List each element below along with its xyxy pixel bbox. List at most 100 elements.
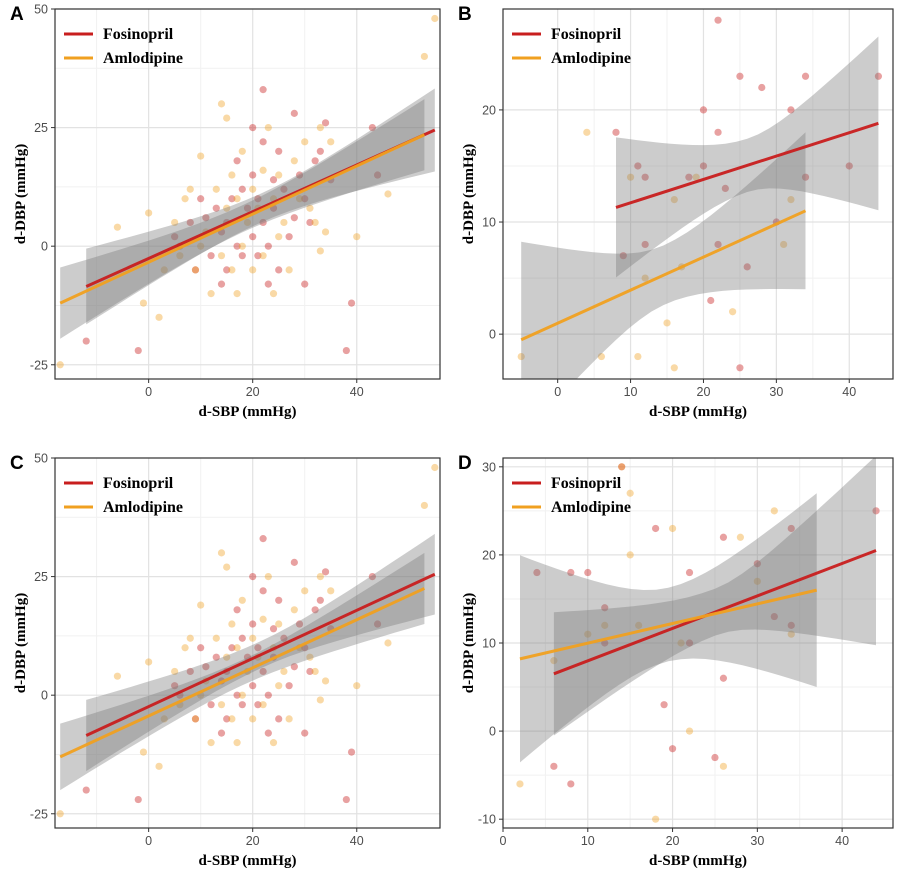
amlodipine-point: [597, 352, 606, 361]
amlodipine-point: [431, 463, 439, 472]
plot-layer: [56, 463, 439, 818]
panel-letter: C: [10, 453, 24, 474]
fosinopril-point: [685, 639, 694, 647]
amlodipine-point: [176, 252, 184, 260]
amlodipine-point: [191, 266, 200, 274]
fosinopril-point: [134, 346, 142, 355]
fosinopril-point: [321, 119, 330, 127]
y-tick-label: 0: [41, 240, 48, 254]
fosinopril-legend-label: Fosinopril: [103, 475, 174, 492]
panel-B: 0 10 20 30 40 0 10 20 d-SBP (mmHg) d-DBP (mmHg) B F…: [458, 4, 894, 420]
y-tick-label: 30: [482, 460, 496, 474]
amlodipine-point: [626, 551, 634, 559]
amlodipine-confidence-band: [521, 132, 806, 379]
amlodipine-point: [238, 242, 246, 250]
amlodipine-point: [618, 463, 626, 471]
amlodipine-point: [321, 228, 330, 236]
fosinopril-legend-label: Fosinopril: [551, 26, 622, 43]
fosinopril-confidence-band: [553, 458, 876, 736]
fosinopril-point: [550, 762, 558, 770]
amlodipine-point: [238, 596, 246, 604]
amlodipine-point: [56, 810, 64, 818]
amlodipine-point: [228, 266, 236, 274]
fosinopril-point: [259, 535, 267, 543]
fosinopril-point: [342, 346, 350, 355]
amlodipine-point: [306, 204, 314, 212]
amlodipine-point: [186, 634, 194, 642]
fosinopril-point: [207, 252, 215, 260]
fosinopril-point: [275, 715, 283, 723]
amlodipine-point: [269, 290, 278, 298]
fosinopril-point: [233, 242, 241, 250]
fosinopril-point: [238, 634, 246, 642]
fosinopril-point: [707, 296, 715, 305]
panel-C: 0 20 40 -25 0 25 50 d-SBP (mmHg) d-DBP (mmHg) C Fo…: [10, 452, 441, 869]
amlodipine-point: [233, 195, 241, 203]
fosinopril-point: [321, 568, 330, 576]
fosinopril-fit-line: [615, 121, 879, 209]
fosinopril-point: [685, 173, 693, 181]
amlodipine-point: [171, 667, 179, 676]
plot-layer: [56, 14, 439, 369]
amlodipine-point: [181, 195, 189, 203]
amlodipine-point: [155, 762, 163, 770]
y-axis-title: d-DBP (mmHg): [461, 593, 477, 693]
amlodipine-point: [264, 123, 272, 132]
fosinopril-point: [228, 644, 236, 652]
fosinopril-point: [212, 653, 220, 661]
fosinopril-point: [533, 568, 541, 577]
amlodipine-point: [584, 630, 592, 638]
fosinopril-point: [280, 185, 288, 193]
fosinopril-point: [186, 218, 194, 227]
fosinopril-point: [197, 195, 205, 203]
amlodipine-point: [306, 653, 314, 661]
fosinopril-point: [228, 195, 236, 203]
fosinopril-point: [668, 745, 677, 753]
amlodipine-point: [316, 123, 324, 132]
x-tick-label: 30: [750, 834, 764, 848]
fosinopril-point: [295, 171, 304, 179]
fosinopril-point: [743, 263, 751, 271]
amlodipine-fit-line: [520, 209, 807, 342]
amlodipine-point: [197, 242, 205, 250]
amlodipine-point: [191, 715, 200, 723]
fosinopril-point: [301, 195, 309, 203]
fosinopril-point: [770, 612, 778, 621]
amlodipine-point: [217, 701, 226, 709]
amlodipine-point: [663, 319, 671, 327]
amlodipine-point: [384, 190, 392, 198]
fosinopril-point: [874, 72, 883, 80]
y-tick-label: 50: [34, 3, 48, 17]
fosinopril-point: [264, 280, 272, 288]
amlodipine-point: [249, 266, 257, 274]
x-tick-label: 40: [350, 834, 364, 848]
fosinopril-point: [212, 204, 220, 212]
amlodipine-point: [301, 587, 309, 595]
fosinopril-legend-label: Fosinopril: [551, 475, 622, 492]
fosinopril-point: [295, 620, 304, 628]
y-tick-label: 20: [482, 103, 496, 117]
amlodipine-point: [327, 138, 335, 146]
fosinopril-point: [82, 337, 90, 345]
y-axis-title: d-DBP (mmHg): [13, 593, 29, 693]
amlodipine-point: [275, 682, 283, 690]
fosinopril-point: [269, 176, 278, 184]
fosinopril-point: [264, 691, 272, 699]
fosinopril-point: [223, 715, 231, 723]
fosinopril-point: [275, 596, 283, 604]
amlodipine-point: [420, 501, 428, 510]
amlodipine-point: [285, 266, 293, 274]
fosinopril-point: [249, 233, 257, 241]
y-tick-label: 10: [482, 216, 496, 230]
fosinopril-point: [275, 266, 283, 274]
fosinopril-point: [736, 72, 744, 80]
fosinopril-point: [171, 233, 179, 241]
amlodipine-point: [207, 739, 215, 747]
plot-frame: [54, 457, 441, 829]
amlodipine-point: [770, 507, 778, 515]
fosinopril-point: [275, 147, 283, 155]
fosinopril-point: [223, 266, 231, 274]
x-tick-label: 20: [697, 385, 711, 399]
fosinopril-point: [368, 572, 376, 581]
fosinopril-point: [787, 524, 795, 533]
